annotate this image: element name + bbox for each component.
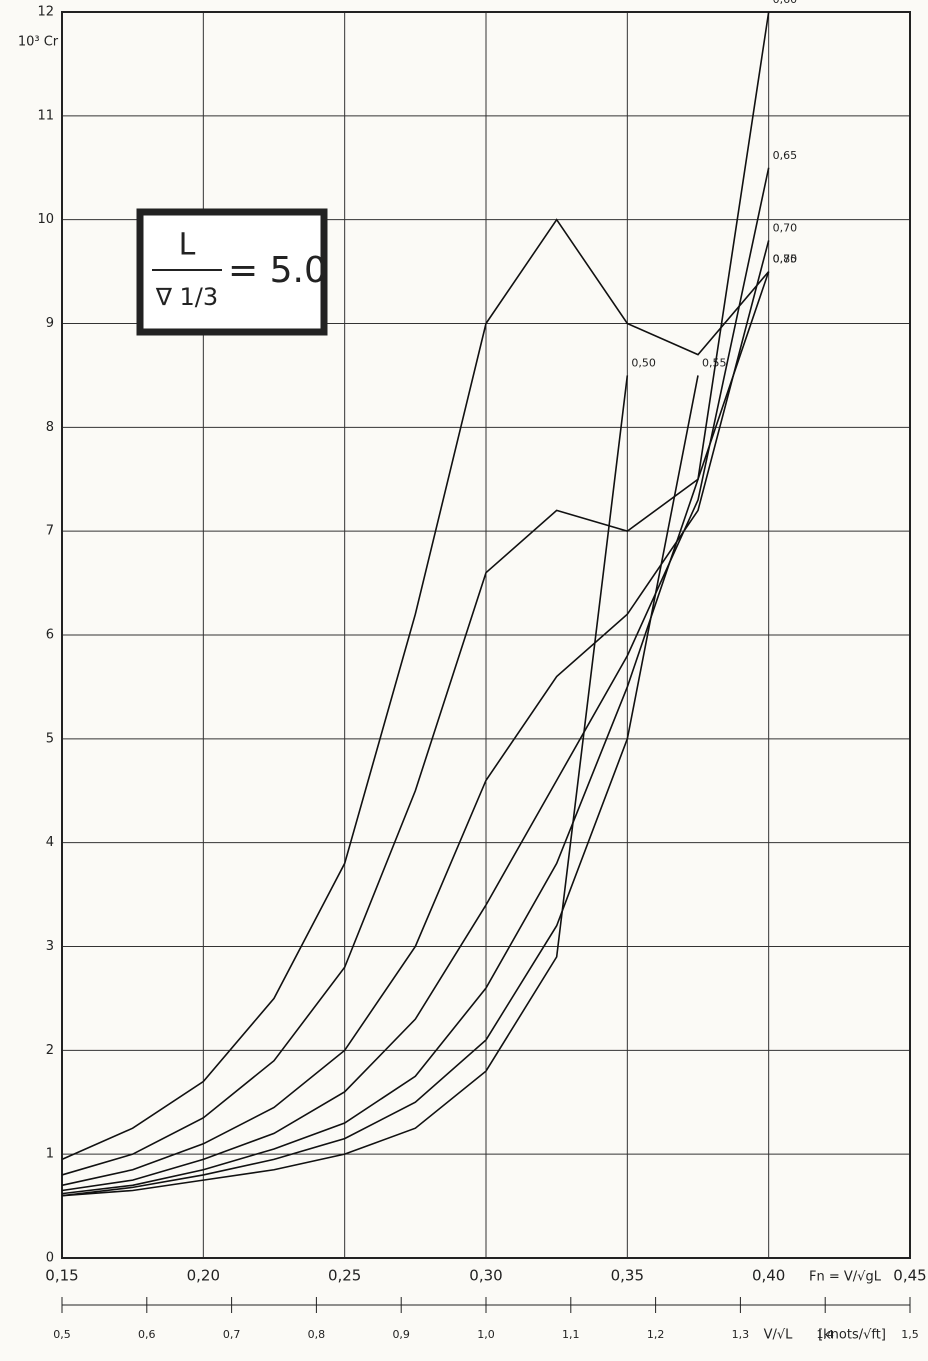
annotation-numerator: L	[179, 228, 196, 263]
x2-tick-label: 0,6	[138, 1328, 156, 1341]
curve-label: 0,50	[631, 356, 656, 369]
curve-label: 0,65	[773, 149, 798, 162]
x2-axis-unit: [knots/√ft]	[818, 1328, 886, 1343]
curve	[61, 271, 770, 1176]
curve-label: 0,80	[773, 253, 798, 266]
x-tick-label: 0,45	[893, 1267, 926, 1285]
y-tick-label: 0	[46, 1251, 54, 1266]
annotation-frame	[136, 208, 328, 336]
curve	[61, 11, 770, 1195]
x2-axis-label: V/√L	[764, 1328, 794, 1343]
x2-tick-label: 0,5	[53, 1328, 71, 1341]
curve	[61, 375, 699, 1197]
y-tick-label: 4	[46, 835, 54, 850]
y-tick-label: 10	[37, 212, 54, 227]
x2-tick-label: 1,3	[732, 1328, 750, 1341]
x-tick-label: 0,40	[752, 1267, 785, 1285]
curve	[61, 218, 770, 1161]
x-tick-label: 0,35	[611, 1267, 644, 1285]
y-tick-label: 8	[46, 420, 54, 435]
annotation-box: L ∇ 1/3 = 5.0	[136, 208, 328, 336]
y-tick-label: 1	[46, 1147, 54, 1162]
plot-frame	[61, 11, 911, 1259]
y-tick-label: 9	[46, 316, 54, 331]
curve	[61, 240, 770, 1187]
x2-tick-label: 0,7	[223, 1328, 241, 1341]
x2-tick-label: 1,0	[477, 1328, 495, 1341]
curve-label: 0,55	[702, 356, 727, 369]
curve	[61, 375, 629, 1197]
annotation-value: = 5.0	[228, 250, 327, 291]
x2-tick-label: 0,8	[308, 1328, 326, 1341]
x-tick-label: 0,30	[469, 1267, 502, 1285]
y-tick-label: 6	[46, 628, 54, 643]
x2-tick-label: 1,1	[562, 1328, 580, 1341]
y-axis-label: 10³ Cr	[18, 35, 59, 50]
x-tick-label: 0,25	[328, 1267, 361, 1285]
curve-label: 0,75	[773, 253, 798, 266]
y-tick-label: 12	[37, 5, 54, 20]
x2-tick-label: 1,5	[901, 1328, 919, 1341]
x-tick-label: 0,15	[45, 1267, 78, 1285]
x2-tick-label: 1,4	[816, 1328, 834, 1341]
y-tick-label: 2	[46, 1043, 54, 1058]
y-tick-label: 3	[46, 939, 54, 954]
y-tick-label: 5	[46, 731, 54, 746]
curve-label: 0,70	[773, 221, 798, 234]
y-tick-label: 11	[37, 108, 54, 123]
curve	[61, 167, 770, 1192]
x2-tick-label: 0,9	[392, 1328, 410, 1341]
x-axis-label: Fn = V/√gL	[809, 1270, 882, 1285]
y-tick-label: 7	[46, 524, 54, 539]
annotation-denominator: ∇ 1/3	[155, 283, 218, 311]
x-tick-label: 0,20	[187, 1267, 220, 1285]
curve-label: 0,60	[773, 0, 798, 6]
x2-tick-label: 1,2	[647, 1328, 665, 1341]
